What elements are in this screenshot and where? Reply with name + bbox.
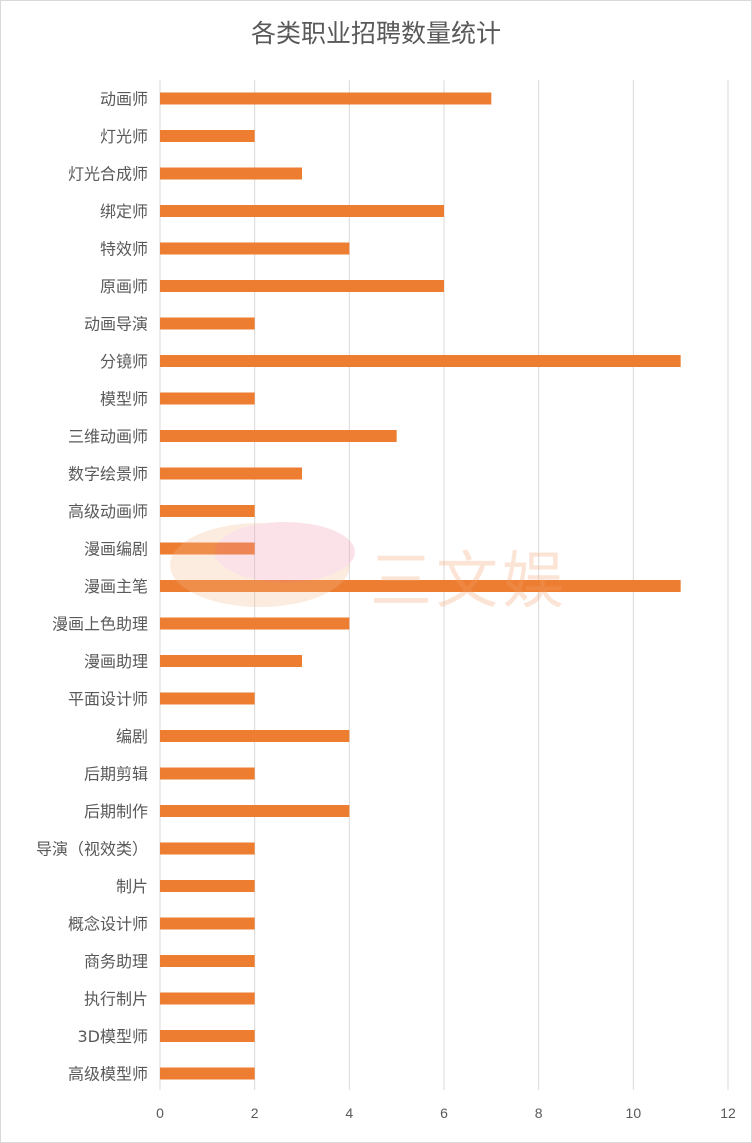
bar [160, 655, 302, 667]
bar [160, 1067, 255, 1080]
bar [160, 430, 397, 442]
category-label: 动画导演 [84, 315, 148, 334]
bar [160, 242, 350, 255]
category-label: 绑定师 [100, 202, 148, 221]
bar [160, 580, 681, 592]
category-label: 分镜师 [100, 352, 148, 371]
category-label: 三维动画师 [68, 427, 148, 446]
category-label: 漫画主笔 [84, 577, 148, 596]
chart-title: 各类职业招聘数量统计 [250, 19, 501, 48]
bar [160, 167, 302, 180]
category-label: 灯光合成师 [68, 165, 148, 184]
x-tick-label: 2 [251, 1105, 259, 1121]
bar [160, 767, 255, 780]
category-label: 高级模型师 [68, 1065, 148, 1084]
bar [160, 467, 302, 480]
category-label: 商务助理 [84, 952, 148, 971]
category-label: 执行制片 [84, 990, 148, 1009]
bar [160, 692, 255, 705]
bar [160, 92, 492, 105]
bar [160, 617, 350, 630]
bar [160, 317, 255, 330]
category-label: 漫画上色助理 [52, 615, 148, 634]
bar [160, 280, 444, 292]
x-tick-label: 4 [345, 1105, 353, 1121]
x-tick-label: 12 [720, 1105, 736, 1121]
category-label: 灯光师 [100, 127, 148, 146]
category-label: 编剧 [116, 727, 148, 746]
bar [160, 1030, 255, 1042]
bar [160, 805, 350, 817]
bar [160, 505, 255, 517]
bar [160, 205, 444, 217]
x-tick-label: 10 [626, 1105, 642, 1121]
category-label: 漫画助理 [84, 652, 148, 671]
category-label: 特效师 [100, 240, 148, 259]
x-tick-label: 0 [156, 1105, 164, 1121]
bar [160, 730, 350, 742]
bar [160, 542, 255, 555]
category-label: 原画师 [100, 277, 148, 296]
bar [160, 880, 255, 892]
category-label: 导演（视效类） [36, 840, 148, 859]
x-tick-label: 8 [535, 1105, 543, 1121]
bar [160, 130, 255, 142]
category-label: 模型师 [100, 390, 148, 409]
bar [160, 392, 255, 405]
bar [160, 355, 681, 367]
category-label: 平面设计师 [68, 690, 148, 709]
category-label: 3D模型师 [77, 1027, 148, 1046]
category-label: 高级动画师 [68, 502, 148, 521]
bar [160, 842, 255, 855]
category-label: 动画师 [100, 90, 148, 109]
category-label: 后期剪辑 [84, 765, 148, 784]
bar [160, 955, 255, 967]
x-tick-label: 6 [440, 1105, 448, 1121]
category-label: 数字绘景师 [68, 465, 148, 484]
bar [160, 992, 255, 1005]
bar [160, 917, 255, 930]
category-label: 概念设计师 [68, 915, 148, 934]
category-label: 漫画编剧 [84, 540, 148, 559]
category-label: 后期制作 [84, 802, 148, 821]
category-label: 制片 [116, 877, 148, 896]
